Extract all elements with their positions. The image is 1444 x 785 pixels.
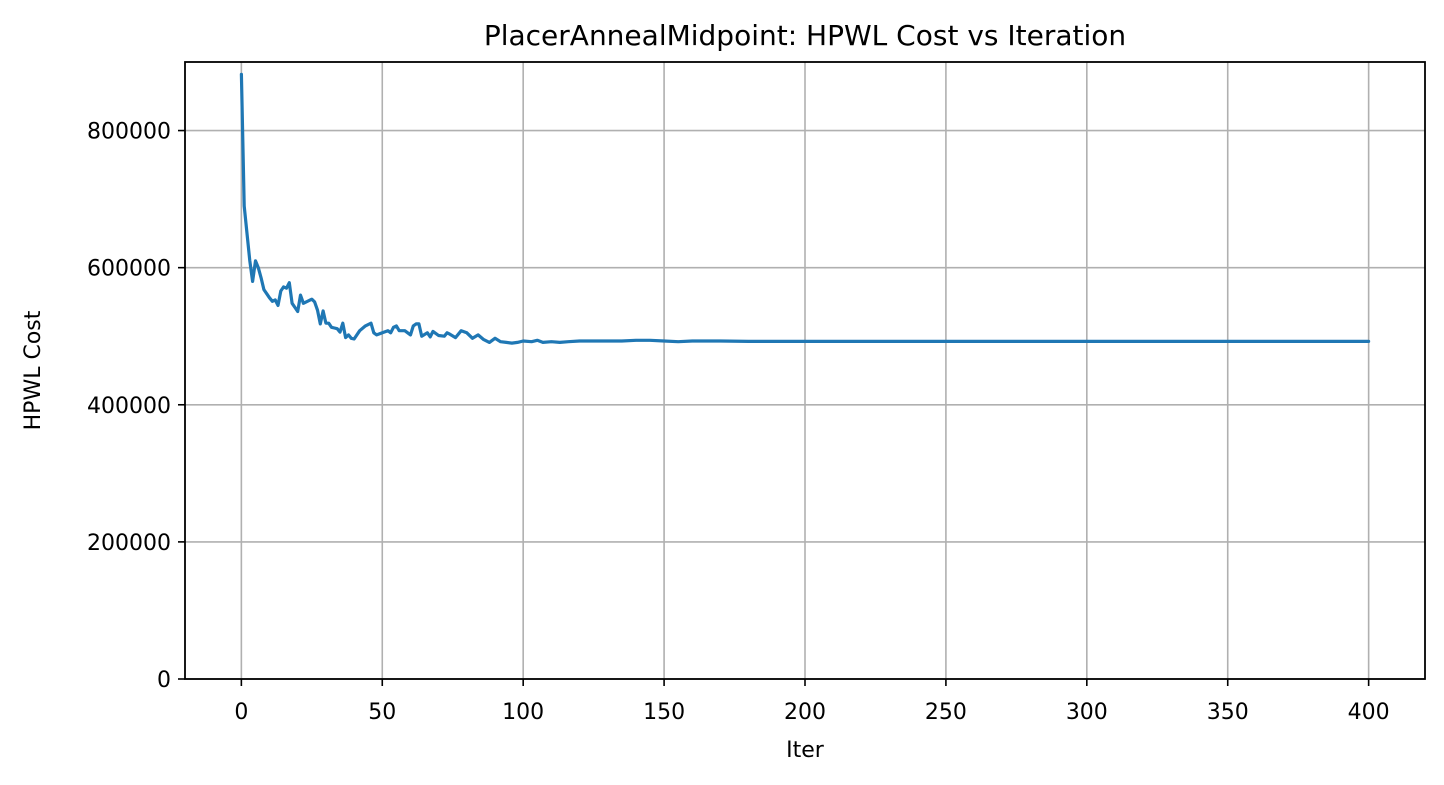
series-line	[239, 72, 1371, 345]
grid	[185, 62, 1425, 680]
series-layer	[239, 72, 1371, 345]
y-tick-label: 400000	[87, 394, 171, 419]
x-tick-label: 100	[502, 700, 544, 725]
x-tick-label: 0	[234, 700, 248, 725]
y-tick-label: 800000	[87, 120, 171, 145]
x-tick-labels: 0 50 100 150 200 250 300 350 400	[234, 700, 1389, 725]
x-tick-label: 200	[784, 700, 826, 725]
y-axis-label: HPWL Cost	[21, 310, 46, 430]
chart-title: PlacerAnnealMidpoint: HPWL Cost vs Itera…	[484, 19, 1126, 52]
x-axis-label: Iter	[786, 738, 825, 763]
tick-marks	[178, 129, 1370, 686]
x-tick-label: 150	[643, 700, 685, 725]
y-tick-label: 200000	[87, 531, 171, 556]
x-tick-label: 300	[1066, 700, 1108, 725]
y-tick-label: 600000	[87, 257, 171, 282]
x-tick-label: 350	[1207, 700, 1249, 725]
y-tick-label: 0	[157, 668, 171, 693]
y-tick-labels: 0 200000 400000 600000 800000	[87, 120, 171, 693]
x-tick-label: 50	[368, 700, 396, 725]
x-tick-label: 400	[1348, 700, 1390, 725]
x-tick-label: 250	[925, 700, 967, 725]
